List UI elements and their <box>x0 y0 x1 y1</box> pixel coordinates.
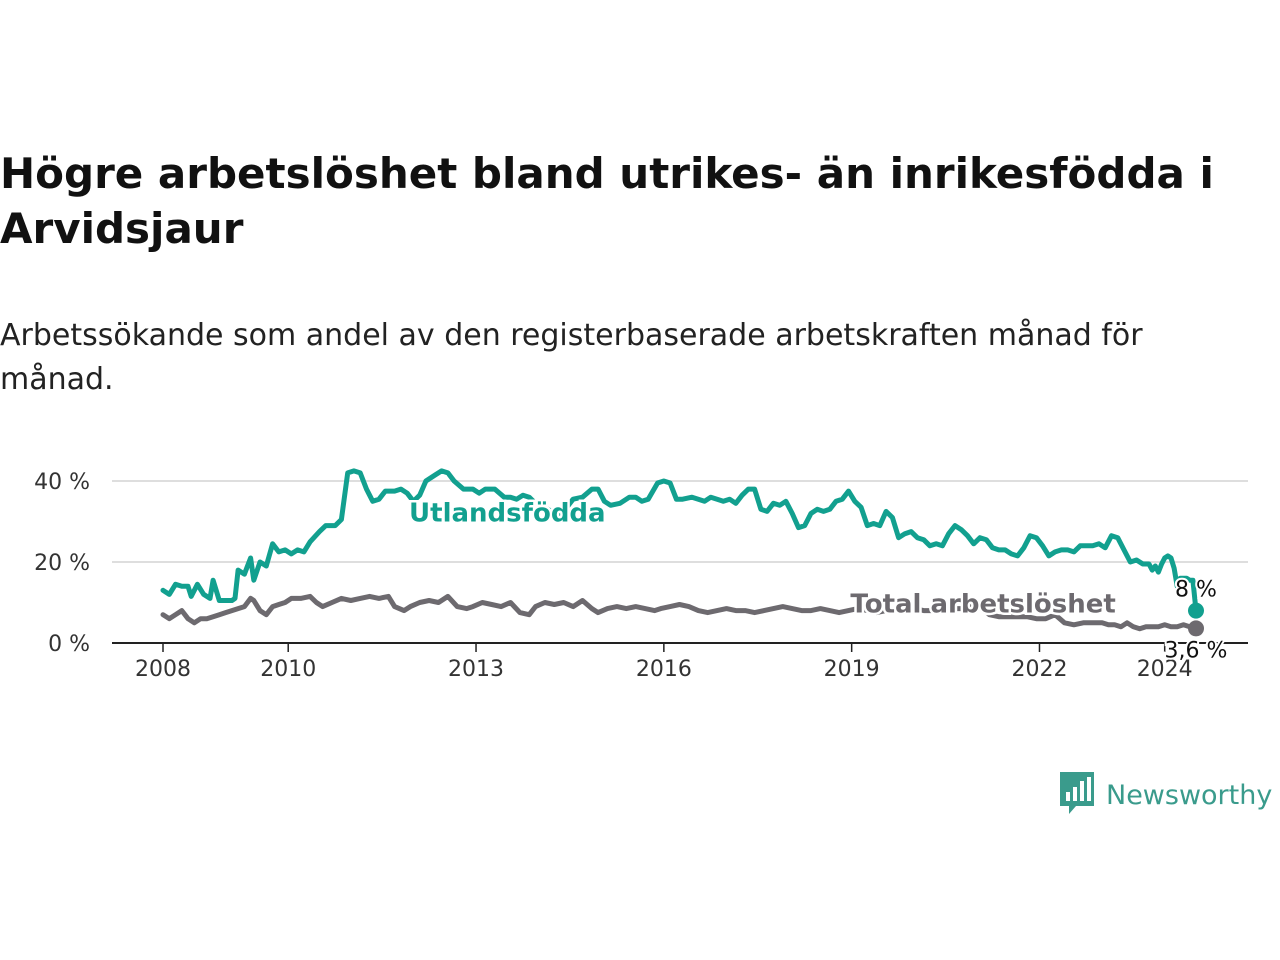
x-tick-label: 2013 <box>448 657 504 682</box>
y-tick-label: 40 % <box>34 470 90 495</box>
series-end-point <box>1188 602 1204 619</box>
brand-logo[interactable]: Newsworthy <box>1058 772 1272 818</box>
series-end-label: 3,6 % <box>1165 638 1228 663</box>
series-end-label: 8 % <box>1175 578 1217 603</box>
y-tick-label: 20 % <box>34 551 90 576</box>
x-tick-label: 2024 <box>1137 657 1193 682</box>
x-tick-label: 2022 <box>1011 657 1067 682</box>
x-tick-label: 2019 <box>824 657 880 682</box>
chart-subtitle: Arbetssökande som andel av den registerb… <box>0 318 1143 397</box>
line-chart: 0 % 20 % 40 % 2008 2010 2013 2016 2019 2022 2024 8… <box>34 468 1248 682</box>
brand-name: Newsworthy <box>1106 779 1273 811</box>
series-end-point <box>1188 620 1204 637</box>
x-tick-label: 2008 <box>135 657 191 682</box>
series-name-label: Utlandsfödda <box>409 499 606 529</box>
newsworthy-bar-chart-logo-icon <box>1058 770 1096 820</box>
x-tick-label: 2010 <box>260 657 316 682</box>
series-line-utlandsfodda <box>160 468 1199 614</box>
chart-title: Högre arbetslöshet bland utrikes- än inr… <box>0 149 1214 253</box>
series-line-total <box>160 593 1199 632</box>
series-name-label: Total arbetslöshet <box>850 590 1115 620</box>
y-tick-label: 0 % <box>48 632 90 657</box>
x-tick-label: 2016 <box>636 657 692 682</box>
